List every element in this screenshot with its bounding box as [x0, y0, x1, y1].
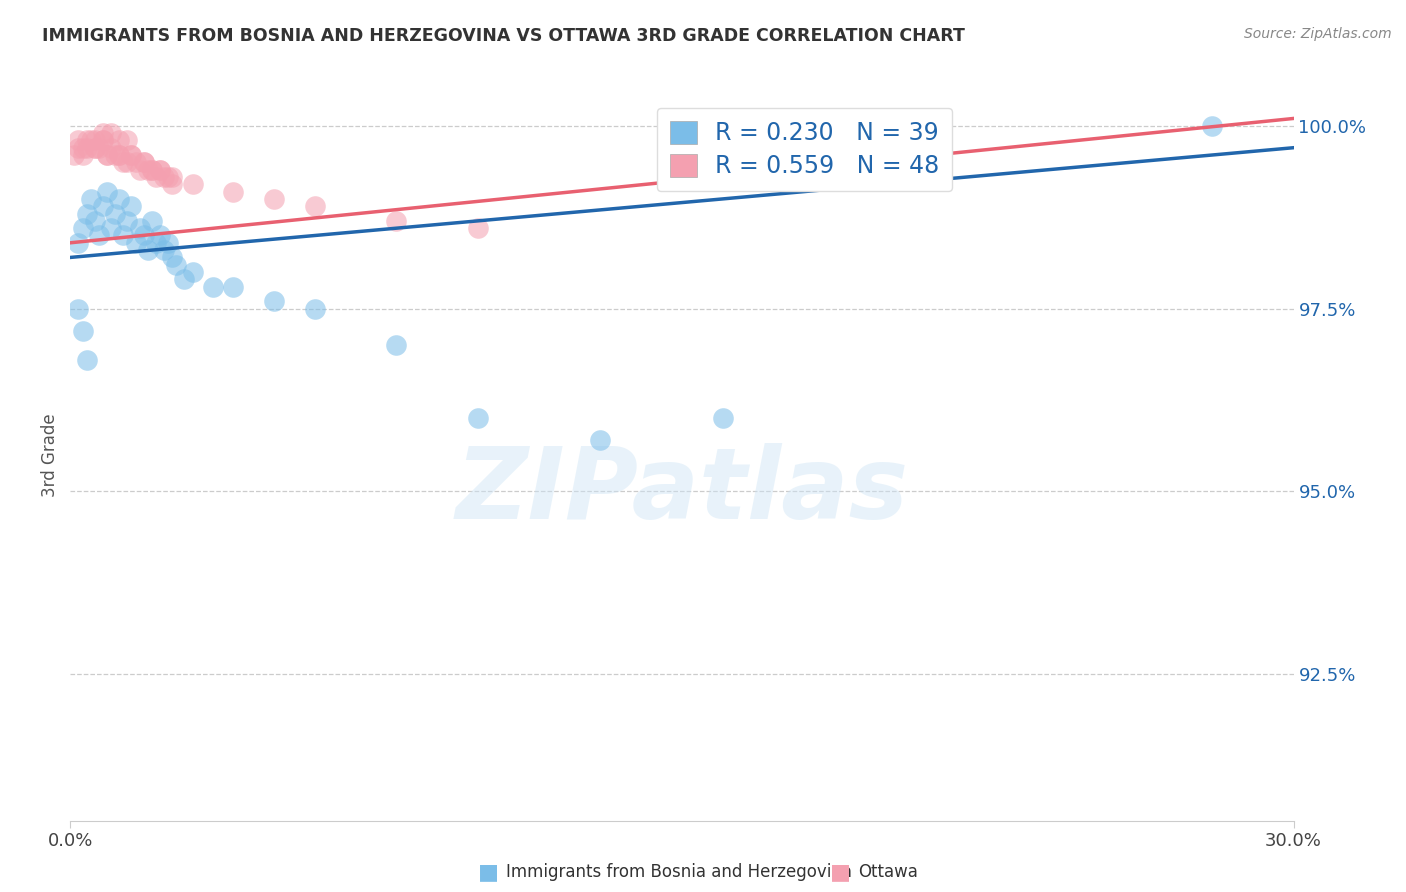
Point [67, 301, 90, 316]
Y-axis label: 3rd Grade: 3rd Grade [41, 413, 59, 497]
Point [1201, 119, 1223, 133]
Point [124, 155, 146, 169]
Point [91, 199, 114, 213]
Point [157, 169, 180, 184]
Point [121, 199, 143, 213]
Point [72, 324, 94, 338]
Point [63, 148, 86, 162]
Point [304, 199, 326, 213]
Point [108, 148, 131, 162]
Point [467, 221, 489, 235]
Point [117, 155, 139, 169]
Point [87, 228, 110, 243]
Point [132, 228, 155, 243]
Point [117, 214, 139, 228]
Point [153, 243, 176, 257]
Point [589, 434, 612, 448]
Text: IMMIGRANTS FROM BOSNIA AND HERZEGOVINA VS OTTAWA 3RD GRADE CORRELATION CHART: IMMIGRANTS FROM BOSNIA AND HERZEGOVINA V… [42, 27, 965, 45]
Point [121, 148, 143, 162]
Point [141, 162, 163, 177]
Point [711, 411, 734, 425]
Point [467, 411, 489, 425]
Point [385, 338, 408, 352]
Point [108, 192, 131, 206]
Point [76, 141, 98, 155]
Point [76, 133, 98, 147]
Text: Source: ZipAtlas.com: Source: ZipAtlas.com [1244, 27, 1392, 41]
Point [202, 279, 225, 293]
Point [83, 214, 105, 228]
Point [100, 141, 122, 155]
Point [79, 192, 103, 206]
Point [121, 148, 143, 162]
Point [162, 178, 183, 192]
Point [72, 148, 94, 162]
Point [128, 221, 150, 235]
Point [149, 228, 172, 243]
Point [87, 141, 110, 155]
Point [136, 243, 159, 257]
Point [96, 148, 118, 162]
Point [91, 133, 114, 147]
Point [72, 141, 94, 155]
Point [124, 235, 146, 250]
Point [181, 178, 204, 192]
Legend: R = 0.230   N = 39, R = 0.559   N = 48: R = 0.230 N = 39, R = 0.559 N = 48 [657, 108, 952, 191]
Point [91, 133, 114, 147]
Text: ■: ■ [478, 863, 499, 882]
Point [263, 294, 285, 309]
Point [112, 228, 135, 243]
Point [108, 148, 131, 162]
Point [385, 214, 408, 228]
Point [149, 162, 172, 177]
Point [83, 133, 105, 147]
Point [100, 126, 122, 140]
Point [141, 162, 163, 177]
Point [132, 155, 155, 169]
Point [304, 301, 326, 316]
Point [222, 279, 245, 293]
Point [128, 162, 150, 177]
Text: Immigrants from Bosnia and Herzegovina: Immigrants from Bosnia and Herzegovina [506, 863, 852, 881]
Point [67, 141, 90, 155]
Point [181, 265, 204, 279]
Point [153, 169, 176, 184]
Point [112, 155, 135, 169]
Point [83, 141, 105, 155]
Point [157, 235, 180, 250]
Point [79, 133, 103, 147]
Point [145, 169, 167, 184]
Point [76, 352, 98, 367]
Text: ■: ■ [830, 863, 851, 882]
Point [162, 251, 183, 265]
Point [67, 235, 90, 250]
Point [91, 126, 114, 140]
Point [72, 221, 94, 235]
Point [141, 214, 163, 228]
Point [132, 155, 155, 169]
Text: Ottawa: Ottawa [858, 863, 918, 881]
Text: ZIPatlas: ZIPatlas [456, 443, 908, 540]
Point [117, 133, 139, 147]
Point [83, 141, 105, 155]
Point [104, 148, 127, 162]
Point [263, 192, 285, 206]
Point [222, 185, 245, 199]
Point [76, 206, 98, 220]
Point [149, 162, 172, 177]
Point [145, 235, 167, 250]
Point [104, 206, 127, 220]
Point [67, 133, 90, 147]
Point [96, 185, 118, 199]
Point [173, 272, 195, 286]
Point [162, 169, 183, 184]
Point [108, 133, 131, 147]
Point [136, 162, 159, 177]
Point [165, 258, 187, 272]
Point [100, 221, 122, 235]
Point [96, 148, 118, 162]
